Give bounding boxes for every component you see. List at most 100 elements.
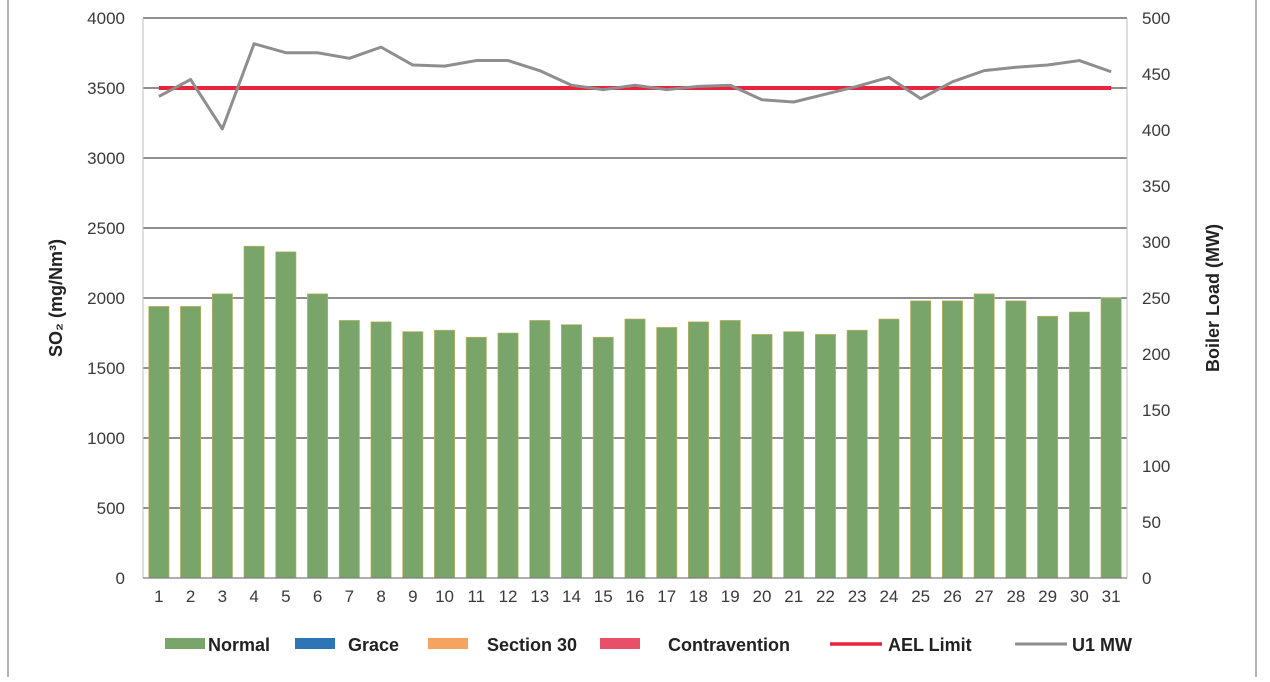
bar-normal [180,306,202,579]
bar-normal [148,306,170,579]
bar-normal [688,321,709,579]
x-tick-label: 19 [721,587,740,606]
y-tick-label: 2000 [87,289,125,308]
bar-normal [624,318,646,579]
legend-swatch-grace [295,638,335,649]
bar-normal [719,320,741,579]
y2-tick-label: 100 [1142,457,1170,476]
lines [158,42,1112,131]
bar-normal [1100,297,1122,579]
y-tick-label: 4000 [87,9,125,28]
y2-tick-label: 250 [1142,289,1170,308]
legend-label-ael-limit: AEL Limit [888,635,972,655]
bar-normal [561,324,582,579]
x-tick-label: 26 [943,587,962,606]
x-tick-label: 10 [435,587,454,606]
x-tick-label: 28 [1006,587,1025,606]
y-tick-label: 0 [116,569,125,588]
legend: Normal Grace Section 30 Contravention AEL Li… [165,635,1132,655]
x-tick-label: 23 [848,587,867,606]
bars [148,245,1122,579]
right-axis-ticks: 0 50 100 150 200 250 300 350 400 450 500 [1142,9,1170,588]
x-tick-label: 18 [689,587,708,606]
x-tick-label: 29 [1038,587,1057,606]
bar-normal [370,321,392,579]
x-tick-label: 8 [376,587,385,606]
x-axis-ticks: 1 2 3 4 5 6 7 8 9 10 11 12 13 14 15 16 17 18 19 20 21 22 23 24 2… [154,587,1120,606]
y2-tick-label: 400 [1142,121,1170,140]
bar-normal [1037,315,1059,579]
bar-normal [656,327,678,579]
bar-normal [751,334,773,579]
x-tick-label: 31 [1102,587,1121,606]
legend-swatch-contravention [600,638,640,649]
x-tick-label: 6 [313,587,322,606]
bar-normal [434,329,456,579]
y-tick-label: 3500 [87,79,125,98]
y2-axis-title: Boiler Load (MW) [1203,224,1223,372]
legend-swatch-normal [165,638,205,649]
bar-normal [783,331,805,579]
x-tick-label: 7 [345,587,354,606]
bar-normal [814,334,836,579]
y-tick-label: 3000 [87,149,125,168]
bar-normal [338,320,360,579]
y2-tick-label: 300 [1142,233,1170,252]
bar-normal [529,320,551,579]
x-tick-label: 12 [499,587,518,606]
x-tick-label: 9 [408,587,417,606]
y2-tick-label: 350 [1142,177,1170,196]
y2-tick-label: 500 [1142,9,1170,28]
legend-label-normal: Normal [208,635,270,655]
bar-normal [465,336,487,579]
bar-normal [307,293,329,579]
y2-tick-label: 150 [1142,401,1170,420]
bar-normal [497,332,519,579]
legend-label-section-30: Section 30 [487,635,577,655]
y2-tick-label: 50 [1142,513,1161,532]
y2-tick-label: 0 [1142,569,1151,588]
bar-normal [846,329,868,579]
x-tick-label: 21 [784,587,803,606]
legend-label-grace: Grace [348,635,399,655]
y2-tick-label: 200 [1142,345,1170,364]
bar-normal [973,293,995,579]
legend-swatch-section-30 [428,638,468,649]
x-tick-label: 22 [816,587,835,606]
line-u1-mw [158,42,1112,131]
left-axis-ticks: 0 500 1000 1500 2000 2500 3000 3500 4000 [87,9,125,588]
bar-normal [243,245,265,579]
y-tick-label: 500 [97,499,125,518]
bar-normal [1005,300,1027,579]
x-tick-label: 2 [186,587,195,606]
bar-normal [402,331,424,579]
x-tick-label: 25 [911,587,930,606]
x-tick-label: 4 [249,587,258,606]
x-tick-label: 27 [975,587,994,606]
bar-normal [878,318,900,579]
legend-label-contravention: Contravention [668,635,790,655]
y-tick-label: 1000 [87,429,125,448]
x-tick-label: 24 [879,587,898,606]
x-tick-label: 20 [753,587,772,606]
y-tick-label: 2500 [87,219,125,238]
x-tick-label: 3 [218,587,227,606]
bar-normal [211,293,233,579]
x-tick-label: 11 [467,587,485,606]
x-tick-label: 17 [657,587,676,606]
bar-normal [941,300,963,579]
bar-normal [1068,311,1090,579]
bar-normal [275,251,297,579]
axes [142,18,1128,579]
x-tick-label: 15 [594,587,613,606]
bar-normal [592,336,614,579]
bar-normal [910,300,932,579]
x-tick-label: 14 [562,587,581,606]
y-tick-label: 1500 [87,359,125,378]
legend-label-u1-mw: U1 MW [1072,635,1132,655]
y2-tick-label: 450 [1142,65,1170,84]
x-tick-label: 5 [281,587,290,606]
x-tick-label: 13 [530,587,549,606]
